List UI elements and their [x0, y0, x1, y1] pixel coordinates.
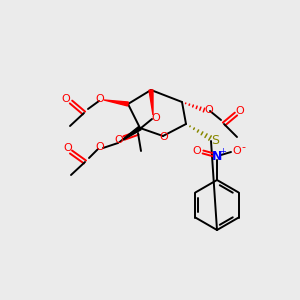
Text: O: O	[64, 143, 72, 153]
Text: O: O	[96, 142, 104, 152]
Text: N: N	[212, 149, 222, 163]
Text: O: O	[193, 146, 201, 156]
Text: O: O	[160, 132, 168, 142]
Text: O: O	[115, 135, 123, 145]
Text: O: O	[232, 146, 242, 156]
Text: O: O	[205, 105, 213, 115]
Polygon shape	[104, 100, 128, 106]
Text: O: O	[61, 94, 70, 104]
Polygon shape	[149, 90, 153, 115]
Text: -: -	[241, 142, 245, 152]
Text: O: O	[152, 113, 160, 123]
Text: O: O	[236, 106, 244, 116]
Text: +: +	[220, 148, 226, 157]
Text: O: O	[96, 94, 104, 104]
Text: S: S	[211, 134, 219, 146]
Polygon shape	[118, 126, 141, 143]
